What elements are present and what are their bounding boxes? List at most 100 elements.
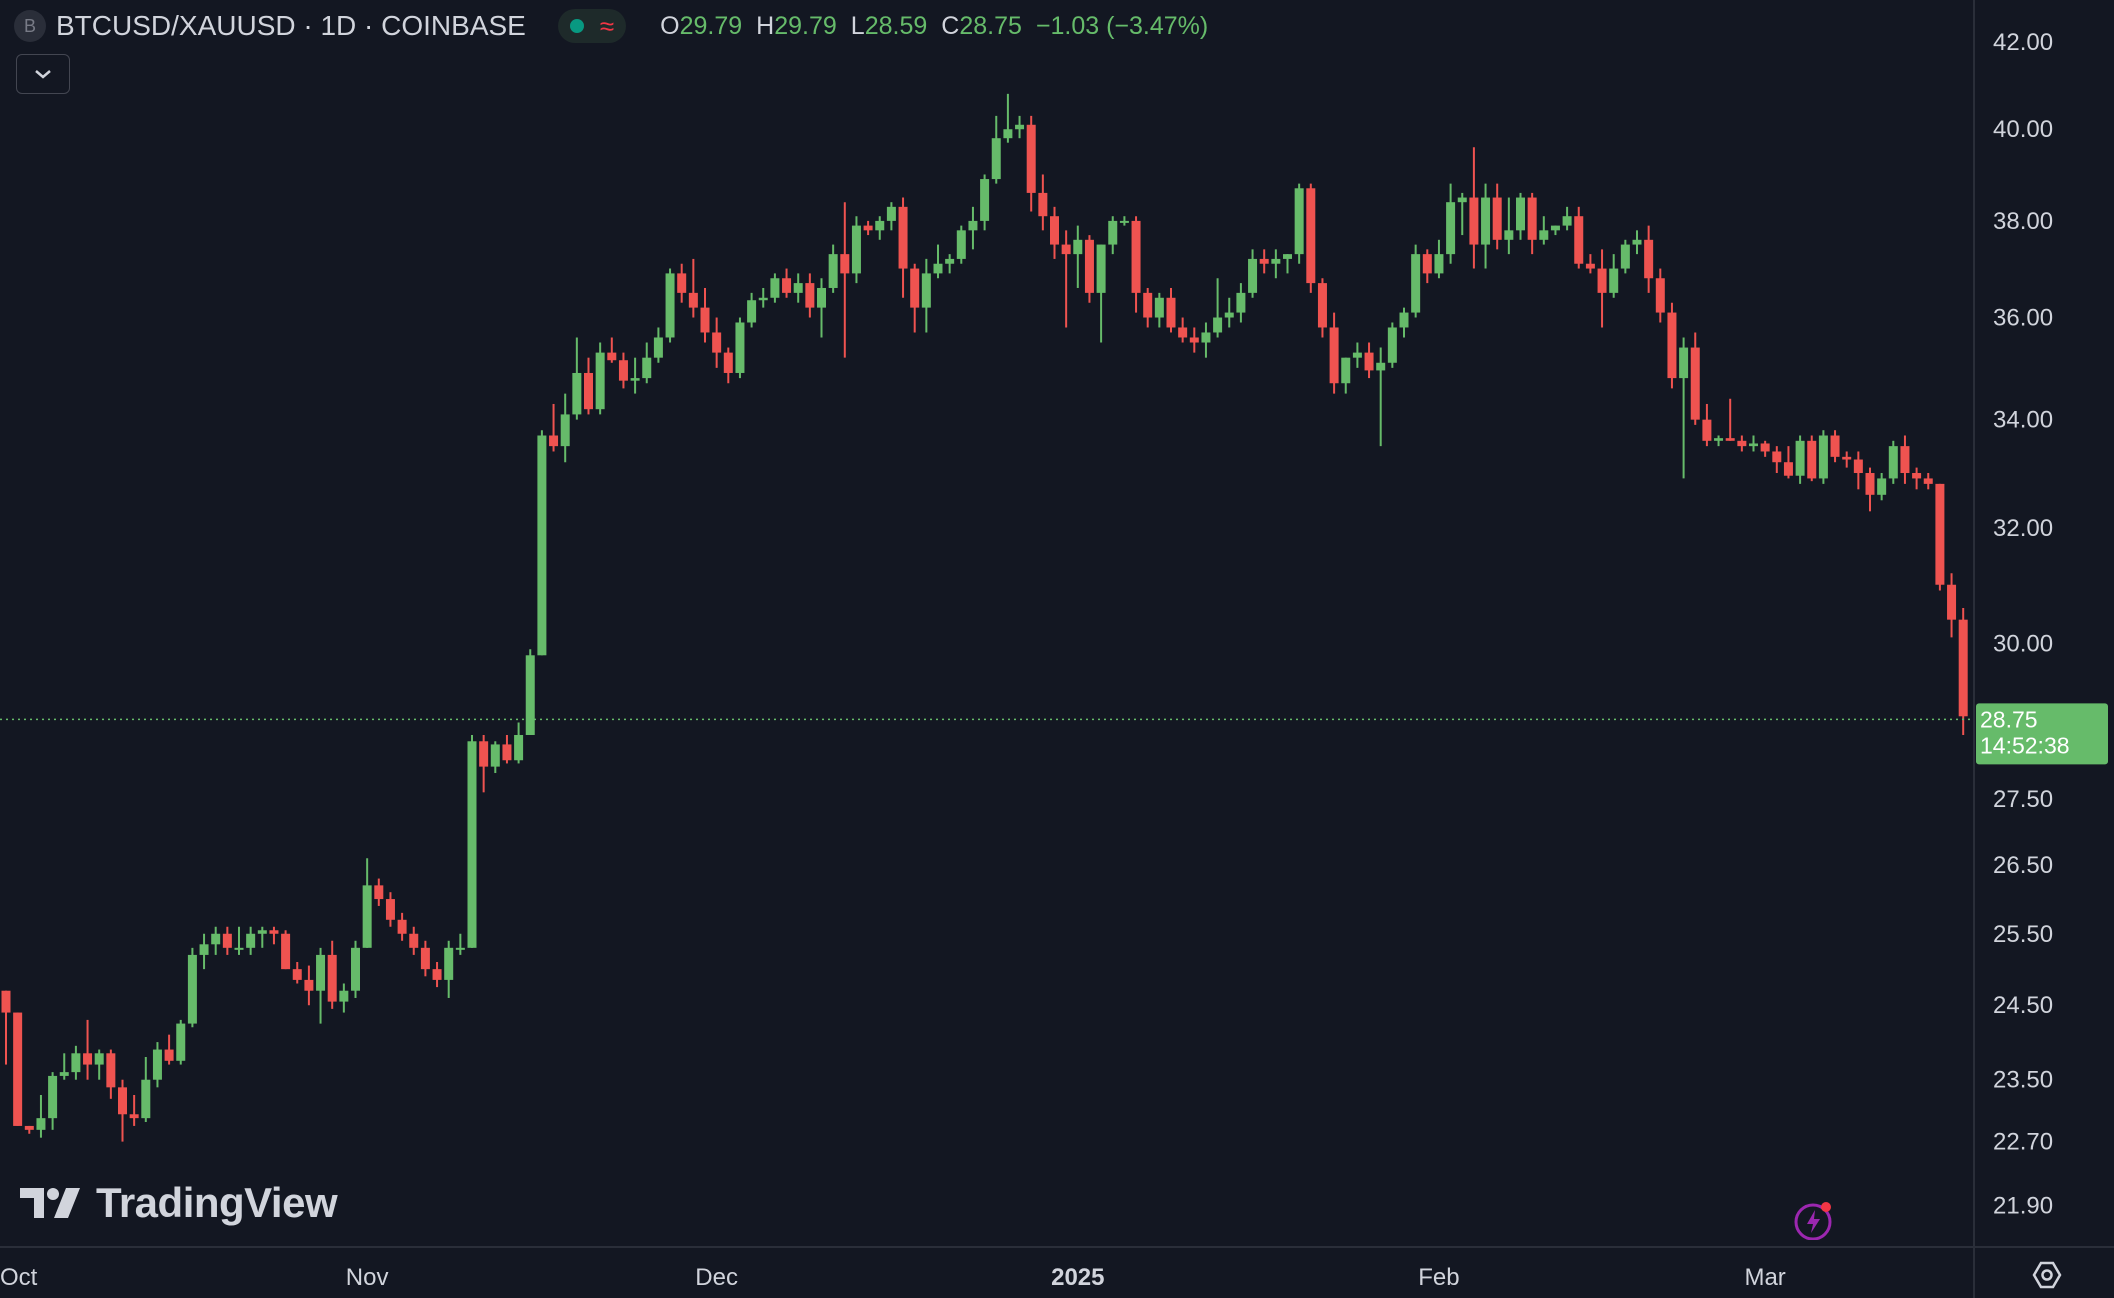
candle bbox=[653, 327, 663, 363]
candle bbox=[1947, 573, 1957, 638]
candle bbox=[24, 1125, 34, 1134]
candle bbox=[234, 926, 244, 955]
price-tick-label: 40.00 bbox=[1993, 116, 2053, 143]
last-price-value: 28.75 bbox=[1980, 706, 2038, 732]
candle bbox=[1422, 249, 1432, 284]
candle bbox=[1527, 192, 1537, 255]
candle bbox=[1655, 268, 1665, 323]
candle bbox=[828, 244, 838, 293]
candle bbox=[1259, 249, 1269, 274]
candle bbox=[1399, 307, 1409, 338]
candle bbox=[129, 1094, 139, 1126]
candle bbox=[1725, 398, 1735, 441]
candle bbox=[747, 292, 757, 328]
price-tick-label: 36.00 bbox=[1993, 305, 2053, 332]
candle bbox=[1795, 435, 1805, 484]
candle bbox=[560, 393, 570, 463]
candle bbox=[1119, 216, 1129, 226]
time-tick-label: Mar bbox=[1744, 1264, 1785, 1291]
change-value: −1.03 (−3.47%) bbox=[1035, 11, 1209, 40]
quick-action-button[interactable] bbox=[1793, 1200, 1833, 1241]
candle bbox=[1178, 317, 1188, 343]
candle bbox=[479, 734, 489, 793]
price-tick-label: 42.00 bbox=[1993, 29, 2053, 56]
candle bbox=[187, 947, 197, 1028]
candle bbox=[316, 947, 326, 1024]
candle bbox=[991, 115, 1001, 184]
candle bbox=[1737, 435, 1747, 452]
candle bbox=[1294, 183, 1304, 264]
symbol-header[interactable]: B BTCUSD/XAUUSD · 1D · COINBASE ≈ O29.79… bbox=[14, 8, 1208, 44]
candle bbox=[851, 216, 861, 284]
candle bbox=[246, 926, 256, 955]
candle bbox=[339, 983, 349, 1013]
candle bbox=[910, 263, 920, 333]
candle bbox=[1108, 216, 1118, 255]
candle bbox=[572, 337, 582, 420]
collapse-legend-button[interactable] bbox=[16, 54, 70, 94]
price-axis[interactable]: 42.00 40.00 38.00 36.00 34.00 32.00 30.00 27.50… bbox=[1993, 29, 2053, 1220]
candle bbox=[444, 940, 454, 998]
candle bbox=[1481, 183, 1491, 269]
candle bbox=[735, 317, 745, 379]
candle bbox=[618, 352, 628, 389]
candle bbox=[1807, 435, 1817, 482]
candle bbox=[1504, 197, 1514, 255]
candle bbox=[1154, 292, 1164, 328]
candle bbox=[1387, 322, 1397, 368]
tradingview-logo[interactable]: TradingView bbox=[20, 1178, 338, 1228]
candle bbox=[1935, 483, 1945, 591]
candle bbox=[898, 197, 908, 298]
candle bbox=[1818, 430, 1828, 484]
candle bbox=[1888, 440, 1898, 484]
candle bbox=[48, 1072, 58, 1130]
symbol-title[interactable]: BTCUSD/XAUUSD · 1D · COINBASE bbox=[56, 10, 526, 41]
candle bbox=[700, 287, 710, 343]
low-label: L bbox=[850, 11, 865, 40]
tradingview-wordmark: TradingView bbox=[96, 1179, 338, 1226]
candle bbox=[1248, 249, 1258, 298]
market-open-dot-icon bbox=[569, 19, 584, 33]
candle bbox=[304, 965, 314, 1006]
chart-settings-button[interactable] bbox=[2030, 1258, 2064, 1292]
candle bbox=[817, 278, 826, 338]
price-tick-label: 22.70 bbox=[1993, 1129, 2053, 1156]
candle bbox=[1457, 192, 1467, 236]
candle bbox=[1539, 216, 1549, 245]
lightning-icon bbox=[1794, 1202, 1832, 1241]
candle bbox=[1690, 332, 1700, 425]
last-price-tag: 28.75 14:52:38 bbox=[1976, 703, 2108, 765]
candle bbox=[840, 202, 850, 358]
candle bbox=[257, 926, 267, 948]
candle bbox=[1516, 192, 1525, 240]
market-status-pill[interactable]: ≈ bbox=[557, 9, 627, 43]
time-axis[interactable]: Oct Nov Dec 2025 Feb Mar bbox=[0, 1264, 1786, 1291]
time-tick-label: Feb bbox=[1418, 1264, 1459, 1291]
candle bbox=[199, 933, 209, 970]
candle bbox=[1900, 435, 1910, 484]
candle bbox=[1411, 244, 1421, 318]
candle bbox=[1597, 249, 1607, 328]
candle bbox=[1574, 206, 1584, 269]
candle bbox=[1562, 206, 1572, 231]
price-tick-label: 24.50 bbox=[1993, 992, 2053, 1019]
candle bbox=[1446, 183, 1456, 264]
candle bbox=[933, 244, 943, 279]
candle bbox=[1550, 225, 1560, 236]
candle bbox=[1585, 254, 1595, 274]
candle bbox=[118, 1079, 127, 1142]
candle bbox=[1923, 473, 1933, 490]
candle bbox=[863, 220, 873, 236]
candle bbox=[688, 258, 698, 318]
candle bbox=[71, 1045, 81, 1080]
candle bbox=[1189, 327, 1199, 353]
candle bbox=[1667, 302, 1677, 389]
candle bbox=[1364, 342, 1374, 379]
candle bbox=[793, 273, 803, 303]
candle bbox=[1283, 254, 1292, 274]
candle bbox=[1201, 322, 1211, 358]
candle bbox=[1434, 239, 1444, 279]
high-label: H bbox=[756, 11, 775, 40]
